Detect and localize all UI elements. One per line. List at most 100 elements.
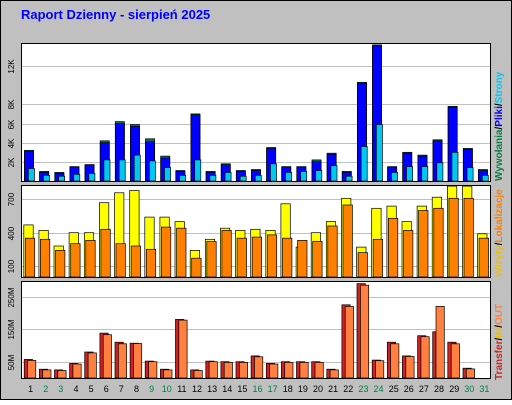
bar-middle-s1-28 <box>433 207 444 278</box>
bar-top-s2-11 <box>179 174 187 182</box>
bar-middle-s1-26 <box>403 230 414 278</box>
bar-bottom-s2-29 <box>450 343 460 379</box>
bar-bottom-s2-18 <box>284 362 294 379</box>
x-tick-label: 24 <box>373 384 383 394</box>
bar-middle-s1-21 <box>327 225 338 278</box>
bar-bottom-s2-25 <box>390 343 400 379</box>
x-tick-label: 4 <box>73 384 78 394</box>
x-tick-label: 1 <box>28 384 33 394</box>
bar-middle-s1-15 <box>236 237 247 278</box>
right-side-labels: Wywołania/Pliki/Strony Wizyty/Lokalizacje… <box>494 71 505 380</box>
x-tick-label: 22 <box>343 384 353 394</box>
right-label-top: Wywołania/Pliki/Strony <box>494 71 505 181</box>
x-tick-label: 7 <box>119 384 124 394</box>
y-tick-label: 700 <box>7 192 16 206</box>
bar-bottom-s2-22 <box>344 306 354 379</box>
x-tick-label: 16 <box>252 384 262 394</box>
bar-top-s2-31 <box>481 174 489 182</box>
bar-middle-s1-22 <box>342 204 353 278</box>
bar-middle-s1-19 <box>297 240 308 278</box>
bar-bottom-s2-20 <box>314 362 324 379</box>
bar-bottom-s2-17 <box>269 363 279 379</box>
bar-middle-s1-24 <box>372 238 383 278</box>
bar-top-s2-8 <box>133 154 141 182</box>
bar-middle-s1-25 <box>388 217 399 278</box>
bar-bottom-s2-9 <box>148 361 158 379</box>
bar-top-s2-16 <box>254 174 262 182</box>
y-tick-label: 400 <box>7 226 16 240</box>
x-tick-label: 21 <box>328 384 338 394</box>
bar-top-s2-1 <box>27 168 35 182</box>
bar-bottom-s2-16 <box>254 356 264 379</box>
x-tick-label: 15 <box>237 384 247 394</box>
bar-top-s2-21 <box>330 165 338 182</box>
bar-bottom-s2-21 <box>329 369 339 379</box>
x-tick-label: 20 <box>313 384 323 394</box>
bar-top-s2-22 <box>345 175 353 182</box>
x-tick-label: 19 <box>298 384 308 394</box>
bar-bottom-s2-12 <box>193 370 203 379</box>
panel-top: 2K 4K 6K 8K 12K <box>7 43 491 182</box>
bar-middle-s1-14 <box>221 230 232 278</box>
bar-middle-s1-7 <box>115 243 126 278</box>
x-tick-label: 2 <box>43 384 48 394</box>
bar-middle-s1-9 <box>145 248 157 278</box>
bar-top-s2-15 <box>239 175 247 182</box>
bar-top-s2-4 <box>73 173 81 182</box>
x-tick-label: 23 <box>358 384 368 394</box>
bar-middle-s1-2 <box>40 238 51 278</box>
bar-top-s2-17 <box>270 163 277 182</box>
bar-bottom-s2-19 <box>299 362 309 379</box>
bar-top-s2-20 <box>315 170 323 182</box>
bar-middle-s1-5 <box>85 240 96 278</box>
bar-middle-s1-3 <box>55 250 66 278</box>
bar-middle-s1-6 <box>100 228 111 278</box>
bar-top-s2-24 <box>375 124 383 182</box>
bar-middle-s1-11 <box>176 227 187 278</box>
bar-bottom-s2-2 <box>42 369 52 379</box>
bar-bottom-s2-7 <box>117 343 127 379</box>
bar-middle-s1-8 <box>130 245 141 278</box>
bar-bottom-s2-6 <box>102 334 112 379</box>
bar-top-s2-30 <box>466 167 474 182</box>
panel-middle: 100 400 700 <box>7 185 491 278</box>
bar-middle-s1-1 <box>24 237 36 278</box>
chart-title: Raport Dzienny - sierpień 2025 <box>21 7 210 22</box>
bar-top-s2-27 <box>421 166 429 182</box>
y-tick-label: 12K <box>7 59 16 74</box>
bar-bottom-s2-11 <box>178 319 188 379</box>
bar-middle-s1-12 <box>191 257 202 278</box>
bar-bottom-s2-8 <box>133 343 143 379</box>
y-tick-label: 2K <box>7 157 16 167</box>
bar-bottom-s2-14 <box>223 362 233 379</box>
bar-top-s2-18 <box>285 172 292 182</box>
bar-bottom-s2-1 <box>27 360 37 379</box>
bar-middle-s1-31 <box>478 237 489 278</box>
bar-middle-s1-4 <box>70 243 81 278</box>
bar-middle-s1-16 <box>251 236 262 278</box>
bar-bottom-s2-26 <box>405 356 415 379</box>
bar-top-s2-23 <box>360 146 368 182</box>
bar-middle-s1-10 <box>161 226 172 278</box>
x-tick-label: 26 <box>404 384 414 394</box>
bar-middle-s1-27 <box>418 210 429 278</box>
bar-top-s2-6 <box>103 159 111 182</box>
x-tick-label: 25 <box>389 384 399 394</box>
bar-middle-s1-20 <box>312 241 323 278</box>
bar-top-s2-26 <box>406 166 413 182</box>
bar-bottom-s2-23 <box>360 284 370 379</box>
x-tick-label: 17 <box>268 384 278 394</box>
bar-top-s2-19 <box>300 171 308 182</box>
y-tick-label: 250M <box>7 287 16 307</box>
bar-bottom-s2-10 <box>163 369 173 379</box>
x-tick-label: 27 <box>419 384 429 394</box>
x-tick-label: 6 <box>104 384 109 394</box>
bar-middle-s1-30 <box>463 197 474 278</box>
panel-bottom: 50M 150M 250M <box>7 281 491 379</box>
bar-top-s2-12 <box>194 159 202 182</box>
bar-bottom-s2-5 <box>87 352 97 379</box>
bar-top-s2-2 <box>43 174 50 182</box>
right-label-bottom: Transfer/IN/OUT <box>494 304 505 380</box>
bar-middle-s1-13 <box>206 241 217 278</box>
